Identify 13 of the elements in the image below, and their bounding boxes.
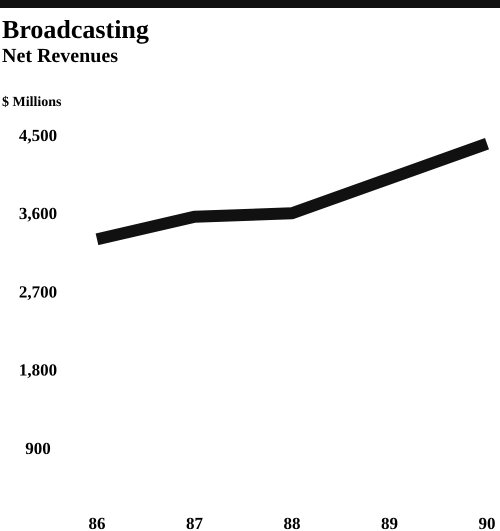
- y-tick-label: 1,800: [18, 360, 58, 380]
- x-tick-label: 89: [381, 514, 398, 531]
- x-tick-label: 90: [478, 514, 496, 531]
- y-tick-label: 900: [25, 438, 51, 458]
- y-tick-label: 2,700: [18, 282, 58, 302]
- x-tick-label: 88: [284, 514, 300, 531]
- chart-title: Broadcasting: [2, 15, 149, 44]
- y-axis-title: $ Millions: [2, 95, 62, 110]
- y-tick-label: 4,500: [18, 126, 58, 145]
- chart-subtitle: Net Revenues: [2, 45, 118, 67]
- x-tick-label: 87: [186, 514, 204, 531]
- x-tick-label: 86: [88, 514, 106, 531]
- y-tick-label: 3,600: [18, 204, 58, 224]
